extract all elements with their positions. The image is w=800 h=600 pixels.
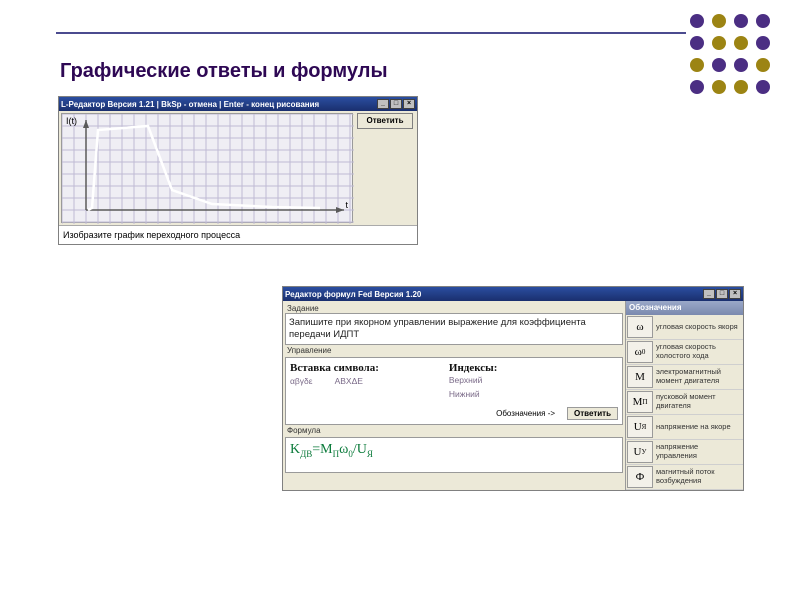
symbol-row: Фмагнитный поток возбуждения	[626, 465, 743, 490]
fed-titlebar: Редактор формул Fed Версия 1.20 _ □ ×	[283, 287, 743, 301]
greek-lower[interactable]: αβγδε	[290, 376, 313, 386]
symbol-description: электромагнитный момент двигателя	[654, 365, 743, 389]
answer-button[interactable]: Ответить	[567, 407, 618, 420]
symbol-button[interactable]: UЯ	[627, 416, 653, 438]
symbol-row: ω0угловая скорость холостого хода	[626, 340, 743, 365]
symbol-button[interactable]: M	[627, 366, 653, 388]
slide-title: Графические ответы и формулы	[60, 60, 388, 83]
formula-field[interactable]: KДВ=MПω0/UЯ	[285, 437, 623, 473]
task-caption: Изобразите график переходного процесса	[59, 225, 417, 244]
x-axis-label: t	[345, 200, 348, 210]
task-label: Задание	[287, 304, 623, 313]
symbol-button[interactable]: ω	[627, 316, 653, 338]
symbol-row: Mэлектромагнитный момент двигателя	[626, 365, 743, 390]
formula-label: Формула	[287, 426, 623, 435]
notation-sidebar: Обозначения ωугловая скорость якоряω0угл…	[625, 301, 743, 490]
symbol-row: ωугловая скорость якоря	[626, 315, 743, 340]
symbol-description: напряжение на якоре	[654, 415, 743, 439]
accent-line	[56, 32, 686, 34]
symbol-button[interactable]: MП	[627, 391, 653, 413]
symbol-description: угловая скорость якоря	[654, 315, 743, 339]
symbol-description: угловая скорость холостого хода	[654, 340, 743, 364]
plot-area[interactable]: I(t) t	[61, 113, 353, 223]
maximize-button[interactable]: □	[390, 99, 402, 109]
l-editor-title: L-Редактор Версия 1.21 | BkSp - отмена |…	[61, 100, 319, 109]
answer-button[interactable]: Ответить	[357, 113, 413, 129]
index-title: Индексы:	[449, 362, 498, 374]
symbol-description: пусковой момент двигателя	[654, 390, 743, 414]
decorative-dots	[690, 14, 772, 96]
l-editor-window: L-Редактор Версия 1.21 | BkSp - отмена |…	[58, 96, 418, 245]
index-upper[interactable]: Верхний	[449, 374, 498, 388]
l-editor-titlebar: L-Редактор Версия 1.21 | BkSp - отмена |…	[59, 97, 417, 111]
symbol-row: UЯнапряжение на якоре	[626, 415, 743, 440]
control-panel: Вставка символа: αβγδε ΑΒΧΔΕ Индексы: Ве…	[285, 357, 623, 425]
minimize-button[interactable]: _	[377, 99, 389, 109]
minimize-button[interactable]: _	[703, 289, 715, 299]
maximize-button[interactable]: □	[716, 289, 728, 299]
symbol-row: MПпусковой момент двигателя	[626, 390, 743, 415]
symbol-button[interactable]: ω0	[627, 341, 653, 363]
symbol-description: магнитный поток возбуждения	[654, 465, 743, 489]
notation-link[interactable]: Обозначения ->	[496, 409, 555, 418]
close-button[interactable]: ×	[403, 99, 415, 109]
symbol-button[interactable]: Ф	[627, 466, 653, 488]
control-label: Управление	[287, 346, 623, 355]
fed-window: Редактор формул Fed Версия 1.20 _ □ × За…	[282, 286, 744, 491]
notation-title: Обозначения	[626, 301, 743, 315]
fed-title: Редактор формул Fed Версия 1.20	[285, 290, 421, 299]
task-text: Запишите при якорном управлении выражени…	[285, 313, 623, 345]
greek-upper[interactable]: ΑΒΧΔΕ	[335, 376, 363, 386]
symbol-row: UУнапряжение управления	[626, 440, 743, 465]
y-axis-label: I(t)	[66, 116, 77, 126]
symbol-button[interactable]: UУ	[627, 441, 653, 463]
close-button[interactable]: ×	[729, 289, 741, 299]
symbol-description: напряжение управления	[654, 440, 743, 464]
insert-symbol-title: Вставка символа:	[290, 362, 379, 374]
index-lower[interactable]: Нижний	[449, 388, 498, 402]
